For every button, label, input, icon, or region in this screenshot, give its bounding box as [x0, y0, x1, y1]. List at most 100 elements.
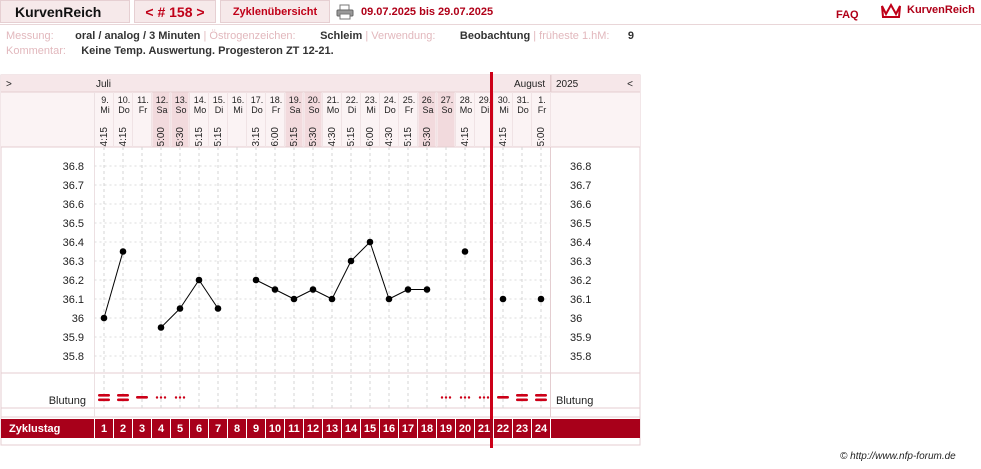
- weekend-shade: [285, 92, 303, 147]
- date-label: 21.: [327, 95, 340, 105]
- cycle-day-number: 18: [421, 423, 433, 435]
- measurement-value: oral / analog / 3 Minuten: [75, 30, 201, 42]
- y-tick-right: 36: [570, 313, 582, 325]
- weekday-label: Di: [348, 105, 357, 115]
- temperature-line-segment: [350, 241, 371, 262]
- temperature-line-segment: [179, 279, 200, 309]
- date-label: 12.: [156, 95, 169, 105]
- date-label: 15.: [213, 95, 226, 105]
- temperature-line-segment: [274, 289, 295, 300]
- cycle-day-number: 15: [364, 423, 376, 435]
- bleeding-spot: [440, 396, 444, 399]
- weekday-label: Mi: [233, 105, 243, 115]
- bleeding-label-left: Blutung: [49, 395, 86, 407]
- month-label-august: August: [514, 79, 545, 90]
- cycle-day-number: 24: [535, 423, 548, 435]
- cycle-number-nav[interactable]: < # 158 >: [134, 0, 216, 23]
- date-label: 30.: [498, 95, 511, 105]
- time-label: 4:15: [118, 127, 129, 147]
- bleeding-heavy-bar: [516, 394, 528, 397]
- weekday-label: Mi: [366, 105, 376, 115]
- bleeding-label-right: Blutung: [556, 395, 593, 407]
- time-label: 5:15: [403, 127, 414, 147]
- weekday-label: Do: [517, 105, 529, 115]
- weekend-shade: [418, 92, 436, 147]
- temperature-line-segment: [369, 241, 390, 300]
- logo-text: KurvenReich: [907, 4, 975, 16]
- cycle-day-number: 2: [120, 423, 126, 435]
- cycle-day-number: 1: [101, 423, 107, 435]
- y-tick-right: 35.8: [570, 351, 591, 363]
- temperature-point: [461, 248, 469, 255]
- date-label: 27.: [441, 95, 454, 105]
- date-label: 24.: [384, 95, 397, 105]
- time-label: 5:30: [308, 127, 319, 147]
- temperature-point: [271, 286, 279, 293]
- y-tick-left: 36.7: [63, 180, 84, 192]
- date-label: 31.: [517, 95, 530, 105]
- temperature-point: [214, 305, 222, 312]
- y-tick-right: 36.1: [570, 294, 591, 306]
- temperature-point: [195, 276, 203, 284]
- cycle-day-number: 5: [177, 423, 183, 435]
- bleeding-spot: [448, 396, 452, 399]
- temperature-line-segment: [312, 289, 333, 300]
- date-label: 9.: [101, 95, 109, 105]
- weekend-shade: [437, 92, 455, 147]
- date-label: 17.: [251, 95, 264, 105]
- logo[interactable]: KurvenReich: [880, 2, 980, 22]
- usage-value: Beobachtung: [459, 30, 531, 42]
- date-label: 14.: [194, 95, 207, 105]
- temperature-point: [328, 295, 336, 303]
- temperature-line-segment: [293, 289, 314, 300]
- date-range: 09.07.2025 bis 29.07.2025: [361, 6, 494, 18]
- date-label: 10.: [118, 95, 131, 105]
- cycle-day-number: 13: [326, 423, 338, 435]
- temperature-line-segment: [198, 279, 219, 309]
- weekday-label: Mi: [100, 105, 110, 115]
- header-divider: [0, 24, 981, 25]
- time-label: 4:15: [498, 127, 509, 147]
- bleeding-heavy-bar: [535, 398, 547, 402]
- weekend-shade: [171, 92, 189, 147]
- date-label: 16.: [232, 95, 245, 105]
- temperature-chart: > <Juli August 20259.Mi4:1510.Do4:1511.Fr12…: [0, 72, 641, 448]
- time-label: 5:00: [156, 127, 167, 147]
- next-arrow[interactable]: <: [627, 79, 633, 90]
- y-tick-left: 35.8: [63, 351, 84, 363]
- weekday-label: So: [441, 105, 452, 115]
- tab-cycle-overview[interactable]: Zyklenübersicht: [220, 0, 330, 23]
- weekday-label: Fr: [538, 105, 547, 115]
- printer-icon[interactable]: [336, 4, 354, 20]
- temperature-line-segment: [160, 308, 181, 328]
- app-title: KurvenReich: [0, 0, 130, 23]
- faq-link[interactable]: FAQ: [836, 9, 859, 21]
- temperature-point: [404, 286, 412, 293]
- temperature-point: [100, 314, 108, 322]
- earliest-value: 9: [627, 30, 634, 42]
- time-label: 4:15: [99, 127, 110, 147]
- prev-arrow[interactable]: >: [6, 79, 12, 90]
- weekend-shade: [152, 92, 170, 147]
- weekday-label: Do: [251, 105, 263, 115]
- cycle-day-number: 11: [288, 423, 300, 435]
- cycle-day-number: 21: [478, 423, 490, 435]
- temperature-line-segment: [103, 251, 124, 319]
- date-label: 1.: [538, 95, 546, 105]
- time-label: 5:00: [536, 127, 547, 147]
- bleeding-spot: [463, 396, 467, 399]
- comment-label: Kommentar:: [6, 45, 66, 57]
- estrogen-label: Östrogenzeichen:: [209, 30, 296, 42]
- cycle-day-number: 6: [196, 423, 202, 435]
- bleeding-medium-bar: [136, 396, 148, 399]
- temperature-line-segment: [388, 289, 409, 300]
- bleeding-medium-bar: [497, 396, 509, 399]
- cycle-day-number: 12: [307, 423, 319, 435]
- cycle-day-number: 9: [253, 423, 259, 435]
- temperature-point: [119, 248, 127, 255]
- time-label: 5:15: [346, 127, 357, 147]
- weekday-label: Mo: [460, 105, 473, 115]
- weekday-label: Sa: [156, 105, 167, 115]
- cycle-day-label: Zyklustag: [9, 423, 60, 435]
- month-row-background: [1, 75, 640, 92]
